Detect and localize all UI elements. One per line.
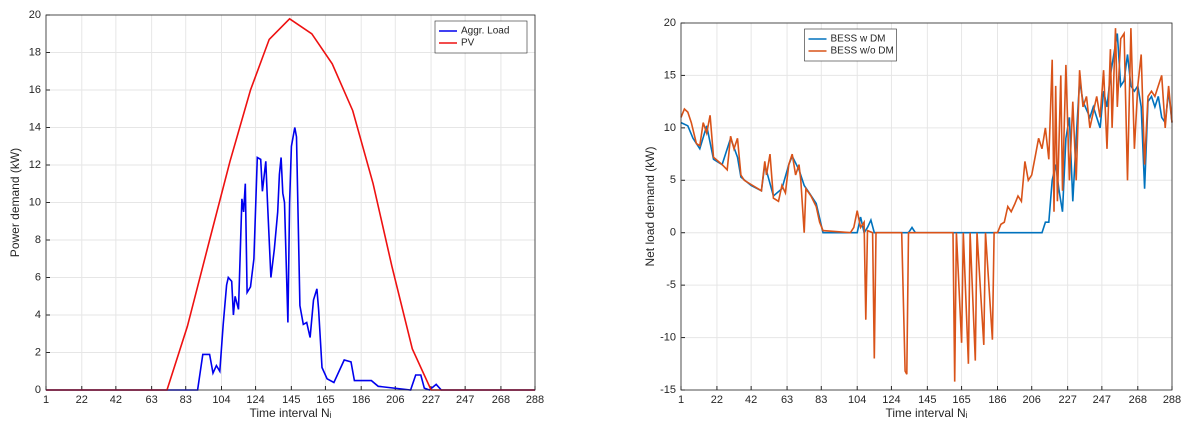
x-tick-label: 83 bbox=[815, 394, 827, 406]
x-axis-label: Time interval Nᵢ bbox=[885, 406, 967, 420]
series-line bbox=[680, 28, 1173, 382]
x-tick-label: 124 bbox=[246, 394, 264, 406]
y-tick-label: 4 bbox=[35, 309, 41, 321]
x-tick-label: 165 bbox=[316, 394, 334, 406]
y-tick-label: 10 bbox=[664, 122, 676, 134]
x-tick-label: 145 bbox=[918, 394, 936, 406]
y-tick-label: 15 bbox=[664, 69, 676, 81]
axes-box bbox=[680, 22, 1173, 391]
x-tick-label: 206 bbox=[386, 394, 404, 406]
x-tick-label: 83 bbox=[180, 394, 192, 406]
y-tick-label: 16 bbox=[29, 84, 41, 96]
x-tick-label: 22 bbox=[76, 394, 88, 406]
legend-label: PV bbox=[461, 38, 475, 49]
x-tick-label: 268 bbox=[1129, 394, 1147, 406]
y-tick-label: -15 bbox=[660, 384, 676, 396]
y-tick-label: -5 bbox=[666, 279, 676, 291]
x-tick-label: 42 bbox=[745, 394, 757, 406]
x-axis-label: Time interval Nᵢ bbox=[249, 406, 331, 420]
x-tick-label: 145 bbox=[282, 394, 300, 406]
plot-area bbox=[681, 23, 1172, 390]
x-tick-label: 124 bbox=[882, 394, 900, 406]
x-tick-label: 227 bbox=[1058, 394, 1076, 406]
y-tick-label: 8 bbox=[35, 234, 41, 246]
y-tick-label: 10 bbox=[29, 196, 41, 208]
y-tick-label: 20 bbox=[29, 9, 41, 21]
series-line bbox=[46, 17, 535, 391]
x-tick-label: 1 bbox=[43, 394, 49, 406]
legend-label: BESS w/o DM bbox=[831, 46, 894, 57]
x-tick-label: 288 bbox=[1163, 394, 1181, 406]
chart: -15 -10 -5 0 5 10 15 20 1 22 42 63 83 104 124 145 165 186… bbox=[643, 17, 1181, 420]
y-tick-label: 20 bbox=[664, 17, 676, 29]
x-tick-label: 206 bbox=[1023, 394, 1041, 406]
axes-box bbox=[45, 14, 536, 391]
x-tick-label: 186 bbox=[988, 394, 1006, 406]
x-tick-label: 227 bbox=[422, 394, 440, 406]
legend-label: Aggr. Load bbox=[461, 26, 509, 37]
x-tick-label: 22 bbox=[711, 394, 723, 406]
chart: 0 2 4 6 8 10 12 14 16 18 20 1 22 42 63 83 104 124 145 165 18… bbox=[8, 9, 544, 420]
legend-box bbox=[804, 28, 897, 62]
y-tick-label: 6 bbox=[35, 271, 41, 283]
y-tick-label: 14 bbox=[29, 121, 41, 133]
x-tick-label: 288 bbox=[526, 394, 544, 406]
x-tick-label: 104 bbox=[212, 394, 230, 406]
y-tick-label: 5 bbox=[670, 174, 676, 186]
x-tick-label: 63 bbox=[781, 394, 793, 406]
y-tick-label: 12 bbox=[29, 159, 41, 171]
x-tick-label: 1 bbox=[678, 394, 684, 406]
x-tick-label: 247 bbox=[1093, 394, 1111, 406]
y-tick-label: 18 bbox=[29, 46, 41, 58]
legend-box bbox=[434, 20, 528, 54]
x-tick-label: 247 bbox=[456, 394, 474, 406]
y-axis-label: Net load demand (kW) bbox=[643, 146, 657, 266]
legend-label: BESS w DM bbox=[831, 34, 886, 45]
x-tick-label: 268 bbox=[492, 394, 510, 406]
x-tick-label: 63 bbox=[146, 394, 158, 406]
y-axis-label: Power demand (kW) bbox=[8, 148, 22, 257]
x-tick-label: 186 bbox=[352, 394, 370, 406]
y-tick-label: -10 bbox=[660, 331, 676, 343]
x-tick-label: 42 bbox=[110, 394, 122, 406]
y-tick-label: 0 bbox=[35, 384, 41, 396]
x-tick-label: 104 bbox=[848, 394, 866, 406]
y-tick-label: 0 bbox=[670, 227, 676, 239]
x-tick-label: 165 bbox=[952, 394, 970, 406]
y-tick-label: 2 bbox=[35, 346, 41, 358]
series-line bbox=[46, 127, 535, 391]
